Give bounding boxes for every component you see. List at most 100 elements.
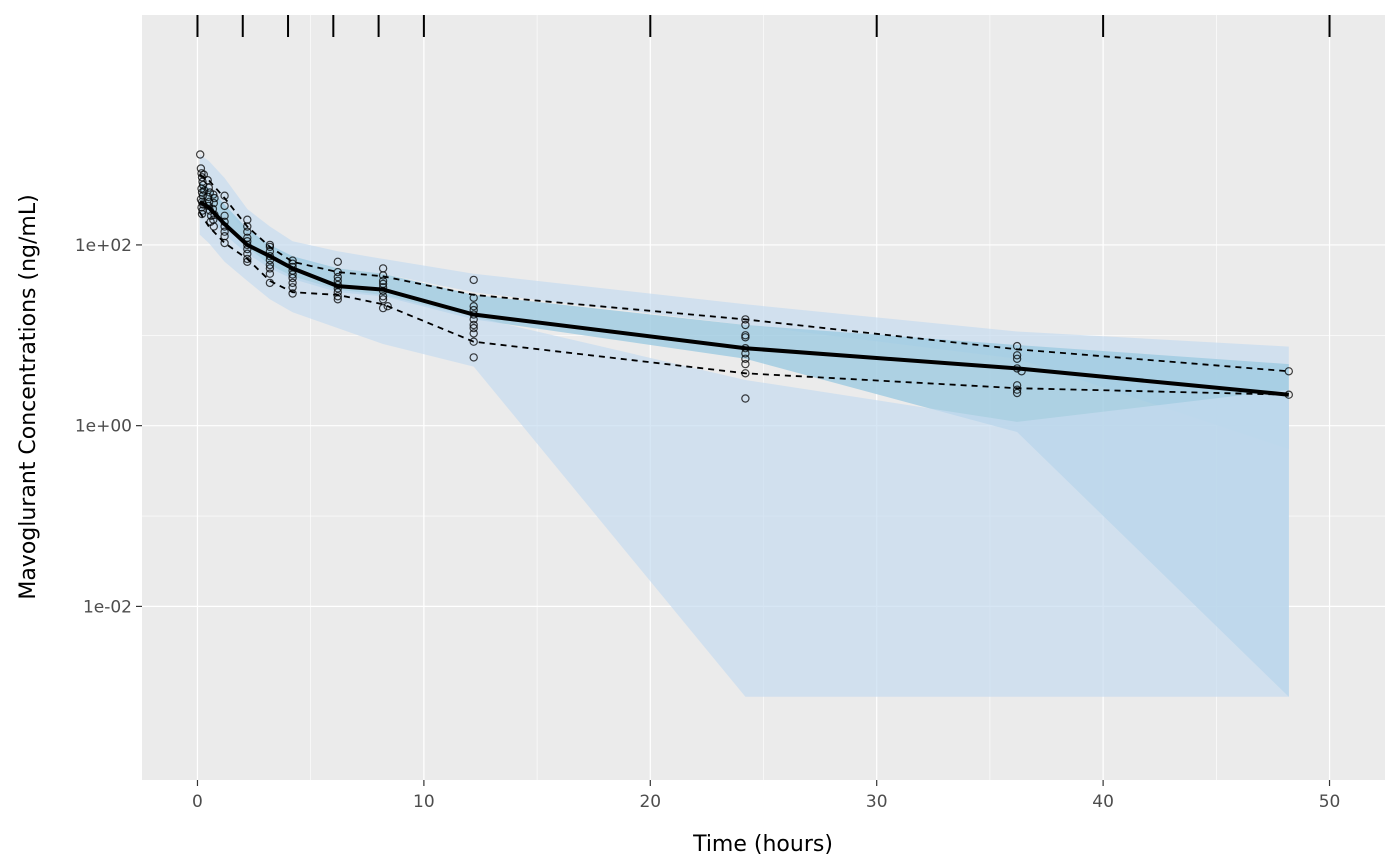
observation-point (1012, 351, 1022, 360)
observation-point (288, 278, 297, 288)
observation-point (333, 272, 342, 282)
observation-point (1284, 367, 1294, 376)
observation-point (469, 315, 478, 324)
observation-point (469, 353, 478, 362)
observation-point (243, 227, 252, 236)
observation-point (208, 204, 218, 214)
observation-point (288, 270, 297, 279)
observation-point (469, 337, 478, 346)
observation-point (265, 264, 275, 273)
observation-point (195, 150, 205, 159)
observation-point (204, 183, 213, 192)
observation-point (469, 305, 478, 315)
prediction-bands (199, 154, 1289, 697)
observation-point (469, 293, 478, 302)
y-tick-label: 1e-02 (83, 597, 132, 617)
observation-point (1012, 341, 1022, 351)
observation-point (383, 302, 392, 311)
observation-point (243, 240, 252, 250)
y-axis-title: Mavoglurant Concentrations (ng/mL) (16, 194, 41, 599)
observation-point (1284, 390, 1294, 399)
observation-point (243, 236, 252, 246)
axes: 0 10 20 30 40 50 1e-02 1e+00 1e+02 (75, 236, 1341, 812)
prediction-band (199, 181, 1289, 697)
observation-point (741, 369, 750, 378)
observation-point (333, 267, 342, 277)
observation-point (220, 211, 229, 220)
observation-point (469, 275, 478, 285)
observation-point (378, 303, 388, 313)
observation-point (243, 249, 252, 258)
observation-point (469, 310, 478, 319)
observation-point (265, 269, 275, 278)
observation-point (243, 257, 252, 266)
observation-point (1017, 367, 1026, 376)
x-tick-label: 40 (1092, 792, 1114, 812)
observation-point (200, 186, 209, 195)
x-tick-label: 30 (866, 792, 888, 812)
observation-point (378, 292, 388, 301)
observation-point (333, 295, 342, 304)
observation-point (265, 255, 275, 265)
observation-point (469, 323, 478, 333)
observation-point (741, 333, 750, 342)
observation-point (469, 302, 478, 311)
observation-point (243, 254, 252, 264)
observation-point (288, 289, 297, 298)
observation-point (243, 222, 252, 231)
observation-point (378, 295, 388, 304)
observation-point (220, 227, 229, 236)
x-tick-label: 0 (192, 792, 203, 812)
observation-point (220, 222, 229, 231)
observation-point (265, 278, 275, 288)
observation-point (1012, 388, 1022, 398)
observation-point (1012, 354, 1022, 363)
observation-point (288, 273, 297, 283)
observation-point (288, 283, 297, 292)
x-tick-label: 50 (1319, 792, 1341, 812)
observation-point (204, 192, 213, 202)
observation-point (1012, 385, 1022, 394)
observation-point (378, 271, 388, 280)
observation-point (209, 198, 218, 208)
observation-point (469, 329, 478, 338)
x-tick-label: 10 (413, 792, 435, 812)
observed-points (195, 150, 1294, 403)
observation-point (741, 315, 750, 324)
observation-point (265, 247, 275, 256)
x-axis-title: Time (hours) (692, 832, 833, 857)
x-tick-label: 20 (639, 792, 661, 812)
y-tick-label: 1e+02 (75, 236, 132, 256)
bin-boundary-ticks (196, 15, 1331, 37)
observation-point (243, 244, 252, 254)
percentile-line (199, 173, 1289, 373)
observation-point (265, 260, 275, 270)
y-tick-label: 1e+00 (75, 417, 132, 437)
observation-point (741, 349, 750, 358)
observation-point (741, 359, 750, 369)
observation-point (210, 193, 219, 203)
observation-point (741, 320, 750, 330)
observation-point (220, 217, 229, 226)
observation-point (1012, 364, 1022, 373)
observation-point (209, 190, 218, 199)
observation-point (220, 191, 229, 200)
observation-point (333, 292, 342, 301)
observation-point (197, 209, 207, 219)
observation-point (378, 286, 388, 296)
observation-point (220, 238, 229, 248)
observation-point (220, 201, 229, 211)
observation-point (199, 170, 208, 179)
observation-point (741, 344, 750, 353)
prediction-band (199, 201, 1289, 697)
observation-point (378, 283, 388, 292)
observation-point (209, 222, 218, 231)
median-line (198, 200, 1289, 397)
observation-point (333, 284, 342, 293)
observation-point (378, 276, 388, 286)
observation-point (265, 252, 275, 261)
observation-point (288, 256, 297, 265)
observation-point (741, 394, 750, 403)
observation-point (741, 354, 750, 363)
